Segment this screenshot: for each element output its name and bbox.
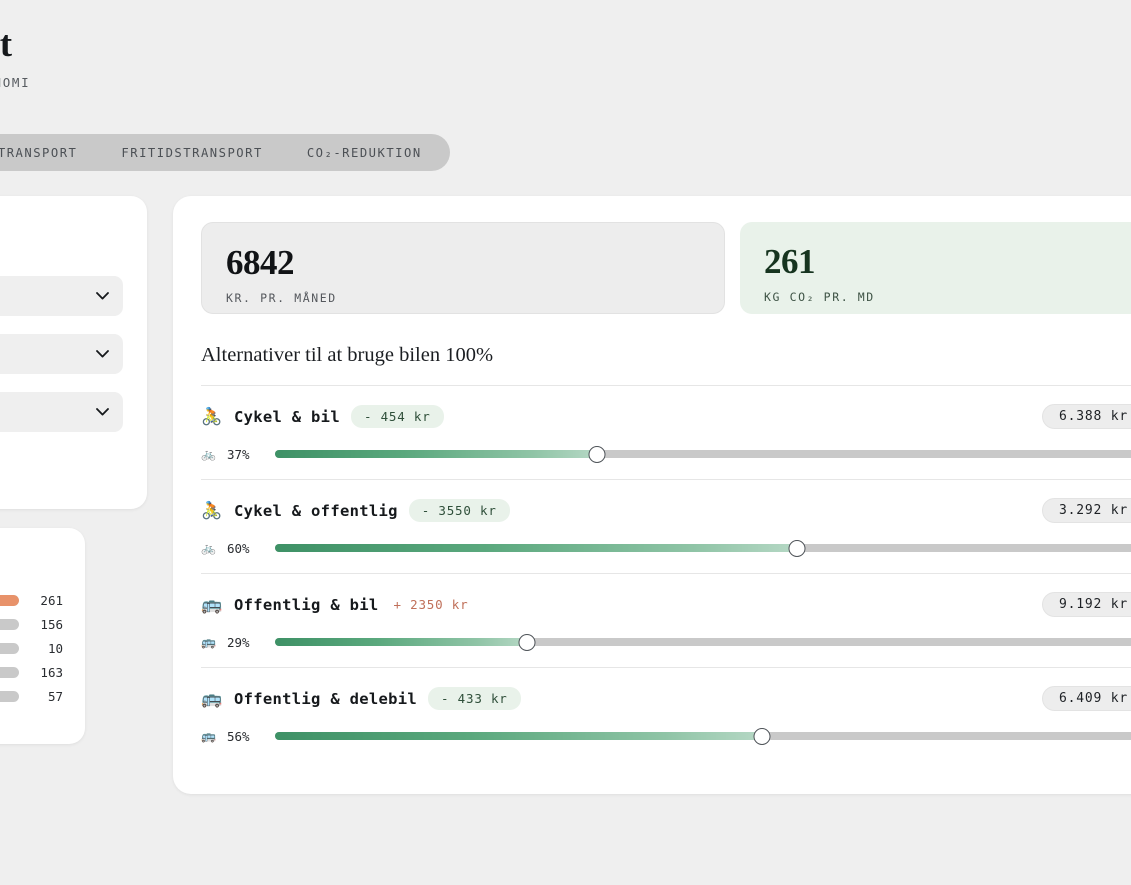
chart-bar-row: 57 bbox=[0, 684, 63, 708]
option-row: 🚌 Offentlig & delebil - 433 kr 6.409 kr 🚌 56% bbox=[201, 668, 1131, 761]
stat-cost-value: 6842 bbox=[226, 243, 295, 282]
slider-fill bbox=[275, 544, 797, 552]
slider-fill bbox=[275, 450, 597, 458]
chart-bar-value: 57 bbox=[47, 688, 63, 704]
chart-bar-row: 261 bbox=[0, 588, 63, 612]
option-delta-badge: - 3550 kr bbox=[408, 499, 510, 522]
option-name: Cykel & offentlig bbox=[234, 501, 398, 520]
chart-bar-fill bbox=[0, 594, 19, 606]
slider-thumb[interactable] bbox=[753, 727, 771, 745]
option-slider[interactable] bbox=[275, 633, 1131, 651]
chart-bar-list: 261 156 10 163 57 bbox=[0, 588, 63, 708]
slider-track bbox=[275, 638, 1131, 646]
option-name: Cykel & bil bbox=[234, 407, 340, 426]
chart-title: G · KG/MD bbox=[0, 552, 63, 566]
divider bbox=[201, 385, 1131, 386]
bicycle-icon: 🚲 bbox=[201, 447, 216, 461]
chart-bar-row: 163 bbox=[0, 660, 63, 684]
option-delta-badge: - 433 kr bbox=[428, 687, 521, 710]
bus-icon: 🚌 bbox=[201, 635, 216, 649]
option-slider-row: 🚌 29% bbox=[201, 633, 1131, 651]
tab-co2-reduktion[interactable]: CO₂-REDUKTION bbox=[306, 145, 422, 160]
chart-bar-row: 10 bbox=[0, 636, 63, 660]
filter-select-3[interactable] bbox=[0, 392, 123, 432]
main-panel: 6842 KR. PR. MÅNED 261 KG CO₂ PR. MD Alt… bbox=[173, 196, 1131, 794]
option-percent-label: 37% bbox=[227, 446, 250, 462]
option-total-badge: 6.388 kr bbox=[1041, 404, 1131, 429]
chart-bar-row: 156 bbox=[0, 612, 63, 636]
stat-co2-value: 261 bbox=[764, 242, 816, 281]
option-percent-label: 29% bbox=[227, 634, 250, 650]
stats-row: 6842 KR. PR. MÅNED 261 KG CO₂ PR. MD bbox=[201, 222, 1131, 314]
chevron-down-icon bbox=[96, 350, 109, 358]
co2-chart-panel: G · KG/MD 261 156 10 163 57 bbox=[0, 528, 85, 744]
filter-select-2[interactable] bbox=[0, 334, 123, 374]
option-name: Offentlig & bil bbox=[234, 595, 379, 614]
option-slider[interactable] bbox=[275, 539, 1131, 557]
slider-thumb[interactable] bbox=[518, 633, 536, 651]
option-row: 🚌 Offentlig & bil + 2350 kr 9.192 kr 🚌 29% bbox=[201, 574, 1131, 668]
tab-arbejdstransport[interactable]: ARBEJDSTRANSPORT bbox=[0, 145, 78, 160]
slider-thumb[interactable] bbox=[788, 539, 806, 557]
option-slider-row: 🚌 56% bbox=[201, 727, 1131, 745]
chevron-down-icon bbox=[96, 408, 109, 416]
chart-bar-value: 261 bbox=[40, 592, 63, 608]
alternatives-heading: Alternativer til at bruge bilen 100% bbox=[201, 344, 494, 366]
stat-card-cost: 6842 KR. PR. MÅNED bbox=[201, 222, 725, 314]
stat-cost-label: KR. PR. MÅNED bbox=[226, 291, 337, 305]
option-slider[interactable] bbox=[275, 445, 1131, 463]
option-slider[interactable] bbox=[275, 727, 1131, 745]
chart-bar-track bbox=[0, 642, 19, 654]
option-slider-row: 🚲 37% bbox=[201, 445, 1131, 463]
chart-bar-value: 163 bbox=[40, 664, 63, 680]
bus-icon: 🚌 bbox=[201, 689, 223, 708]
chart-bar-value: 10 bbox=[47, 640, 63, 656]
tab-bar: ARBEJDSTRANSPORT FRITIDSTRANSPORT CO₂-RE… bbox=[0, 134, 450, 171]
tab-fritidstransport[interactable]: FRITIDSTRANSPORT bbox=[121, 145, 263, 160]
bus-icon: 🚌 bbox=[201, 729, 216, 743]
option-header: 🚌 Offentlig & delebil - 433 kr 6.409 kr bbox=[201, 686, 1131, 711]
options-list: 🚴 Cykel & bil - 454 kr 6.388 kr 🚲 37% 🚴 Cykel &… bbox=[201, 386, 1131, 761]
bus-icon: 🚌 bbox=[201, 595, 223, 614]
option-header: 🚴 Cykel & offentlig - 3550 kr 3.292 kr bbox=[201, 498, 1131, 523]
option-row: 🚴 Cykel & bil - 454 kr 6.388 kr 🚲 37% bbox=[201, 386, 1131, 480]
stat-co2-label: KG CO₂ PR. MD bbox=[764, 290, 875, 304]
bicycle-icon: 🚲 bbox=[201, 541, 216, 555]
slider-track bbox=[275, 450, 1131, 458]
filter-panel: r bbox=[0, 196, 147, 509]
chart-bar-track bbox=[0, 618, 19, 630]
stat-card-co2: 261 KG CO₂ PR. MD bbox=[740, 222, 1131, 314]
option-delta-badge: - 454 kr bbox=[350, 405, 444, 428]
page-title: tbudget bbox=[0, 24, 12, 65]
chart-bar-track bbox=[0, 666, 19, 678]
option-name: Offentlig & delebil bbox=[234, 689, 418, 708]
option-header: 🚌 Offentlig & bil + 2350 kr 9.192 kr bbox=[201, 592, 1131, 617]
option-percent-label: 60% bbox=[227, 540, 250, 556]
filter-select-1[interactable]: r bbox=[0, 276, 123, 316]
option-delta-badge: + 2350 kr bbox=[393, 597, 469, 612]
option-total-badge: 9.192 kr bbox=[1041, 592, 1131, 617]
option-slider-row: 🚲 60% bbox=[201, 539, 1131, 557]
slider-fill bbox=[275, 638, 528, 646]
cyclist-icon: 🚴 bbox=[201, 407, 223, 426]
chart-bar-track bbox=[0, 690, 19, 702]
option-header: 🚴 Cykel & bil - 454 kr 6.388 kr bbox=[201, 404, 1131, 429]
option-total-badge: 6.409 kr bbox=[1041, 686, 1131, 711]
page-subtitle: · CO₂ & ØKONOMI bbox=[0, 74, 31, 90]
slider-fill bbox=[275, 732, 763, 740]
option-row: 🚴 Cykel & offentlig - 3550 kr 3.292 kr 🚲 60% bbox=[201, 480, 1131, 574]
chevron-down-icon bbox=[96, 292, 109, 300]
cyclist-icon: 🚴 bbox=[201, 501, 223, 520]
chart-bar-value: 156 bbox=[40, 616, 63, 632]
page-header: tbudget · CO₂ & ØKONOMI bbox=[0, 24, 592, 90]
chart-bar-track bbox=[0, 594, 19, 606]
option-percent-label: 56% bbox=[227, 728, 250, 744]
option-total-badge: 3.292 kr bbox=[1041, 498, 1131, 523]
slider-thumb[interactable] bbox=[588, 445, 606, 463]
